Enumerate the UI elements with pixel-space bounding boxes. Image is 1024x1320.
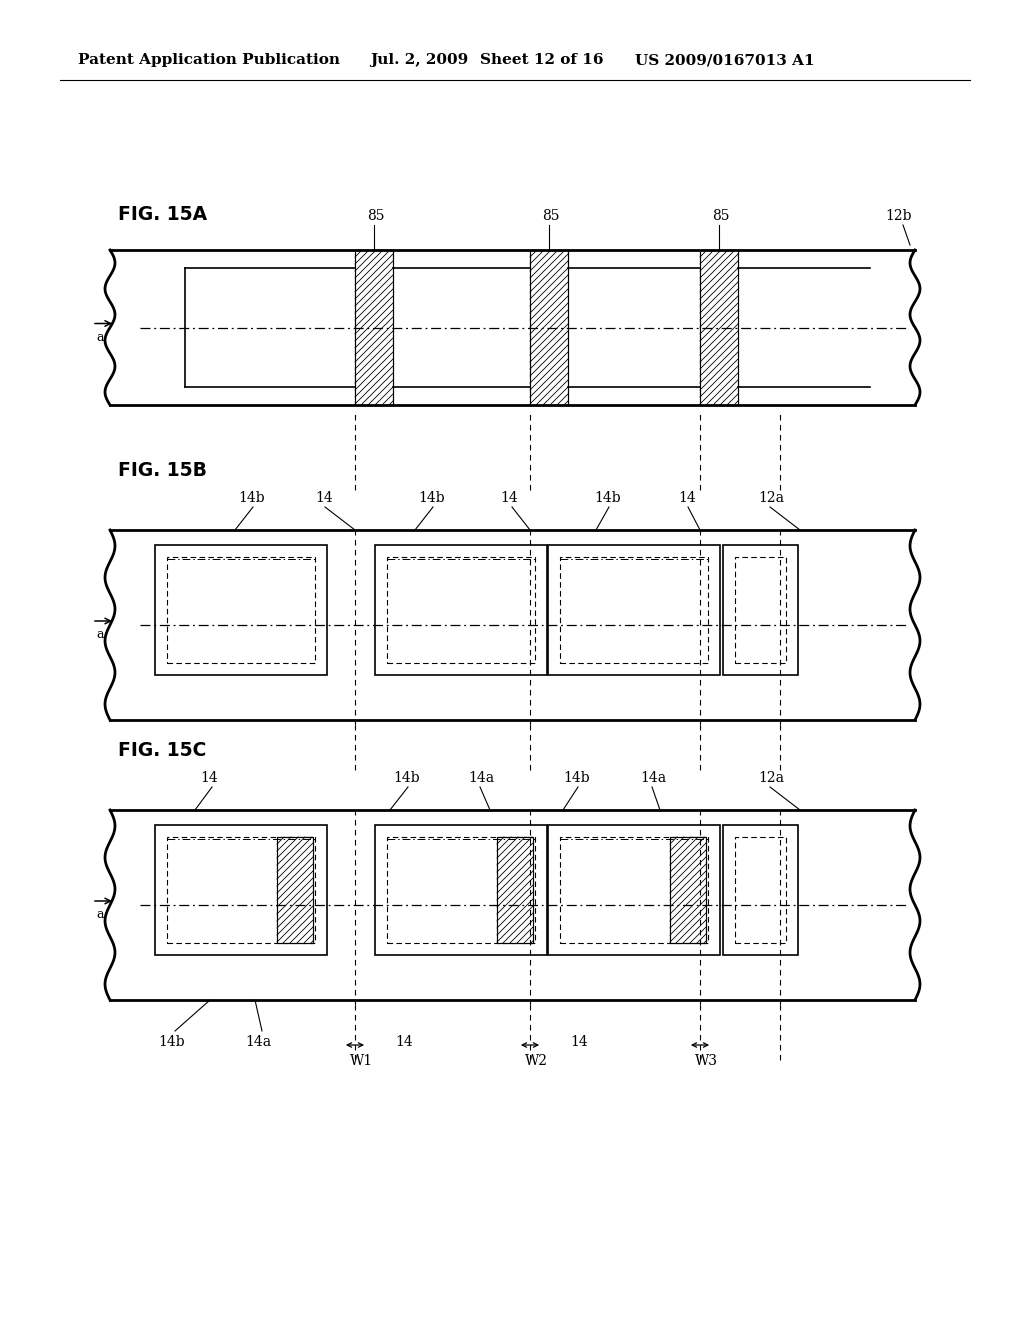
Bar bbox=[735, 837, 786, 942]
Text: FIG. 15A: FIG. 15A bbox=[118, 206, 207, 224]
Text: 12b: 12b bbox=[885, 209, 911, 223]
Text: 14: 14 bbox=[315, 491, 333, 506]
Text: 14b: 14b bbox=[393, 771, 420, 785]
Bar bbox=[560, 837, 708, 942]
Bar bbox=[530, 249, 568, 405]
Bar bbox=[670, 837, 706, 942]
Bar bbox=[723, 825, 798, 954]
Text: 12a: 12a bbox=[758, 771, 784, 785]
Text: 14: 14 bbox=[570, 1035, 588, 1049]
Bar bbox=[355, 249, 393, 405]
Bar bbox=[723, 545, 798, 675]
Text: 14a: 14a bbox=[245, 1035, 271, 1049]
Bar bbox=[497, 837, 534, 942]
Text: 14: 14 bbox=[200, 771, 218, 785]
Text: 14a: 14a bbox=[640, 771, 667, 785]
Text: 14: 14 bbox=[500, 491, 518, 506]
Bar bbox=[548, 545, 720, 675]
Text: Jul. 2, 2009: Jul. 2, 2009 bbox=[370, 53, 468, 67]
Text: 14a: 14a bbox=[468, 771, 495, 785]
Text: Sheet 12 of 16: Sheet 12 of 16 bbox=[480, 53, 603, 67]
Bar bbox=[375, 545, 547, 675]
Text: 14b: 14b bbox=[594, 491, 621, 506]
Bar bbox=[155, 825, 327, 954]
Text: a: a bbox=[96, 628, 103, 642]
Bar bbox=[387, 557, 535, 663]
Text: 85: 85 bbox=[367, 209, 384, 223]
Bar bbox=[530, 249, 568, 405]
Text: 14b: 14b bbox=[238, 491, 264, 506]
Text: Patent Application Publication: Patent Application Publication bbox=[78, 53, 340, 67]
Bar bbox=[560, 557, 708, 663]
Text: W1: W1 bbox=[350, 1053, 373, 1068]
Bar bbox=[548, 825, 720, 954]
Text: 14b: 14b bbox=[158, 1035, 184, 1049]
Bar bbox=[700, 249, 738, 405]
Text: W2: W2 bbox=[525, 1053, 548, 1068]
Text: 14b: 14b bbox=[563, 771, 590, 785]
Text: 14: 14 bbox=[395, 1035, 413, 1049]
Text: 14b: 14b bbox=[418, 491, 444, 506]
Text: a: a bbox=[96, 908, 103, 921]
Text: FIG. 15C: FIG. 15C bbox=[118, 741, 207, 759]
Text: FIG. 15B: FIG. 15B bbox=[118, 461, 207, 479]
Text: 85: 85 bbox=[712, 209, 729, 223]
Text: US 2009/0167013 A1: US 2009/0167013 A1 bbox=[635, 53, 815, 67]
Text: 14: 14 bbox=[678, 491, 695, 506]
Bar bbox=[735, 557, 786, 663]
Text: W3: W3 bbox=[695, 1053, 718, 1068]
Bar bbox=[155, 545, 327, 675]
Bar bbox=[278, 837, 313, 942]
Bar bbox=[700, 249, 738, 405]
Bar bbox=[497, 837, 534, 942]
Bar bbox=[167, 557, 315, 663]
Bar bbox=[167, 837, 315, 942]
Bar bbox=[375, 825, 547, 954]
Bar bbox=[355, 249, 393, 405]
Bar bbox=[670, 837, 706, 942]
Text: 12a: 12a bbox=[758, 491, 784, 506]
Text: 85: 85 bbox=[542, 209, 559, 223]
Bar bbox=[278, 837, 313, 942]
Bar bbox=[387, 837, 535, 942]
Text: a: a bbox=[96, 331, 103, 345]
